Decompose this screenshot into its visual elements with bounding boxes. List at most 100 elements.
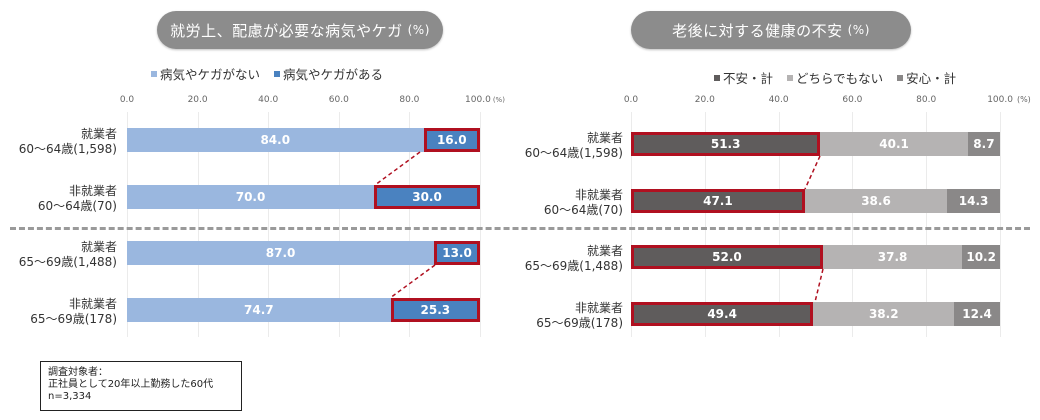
bar-row-employed-60-64: 51.3 40.1 8.7 bbox=[631, 132, 1000, 156]
gridline bbox=[1000, 112, 1001, 337]
gridline bbox=[127, 112, 128, 337]
axis-tick: 80.0 bbox=[399, 95, 420, 105]
bar-segment-has-illness: 13.0 bbox=[434, 241, 480, 265]
left-chart-title-text: 就労上、配慮が必要な病気やケガ bbox=[170, 21, 403, 40]
bar-row-unemployed-65-69: 74.7 25.3 bbox=[127, 298, 480, 322]
right-legend: 不安・計 どちらでもない 安心・計 bbox=[714, 68, 956, 87]
left-row-label: 就業者 65～69歳(1,488) bbox=[19, 240, 117, 270]
bar-segment-anxious: 52.0 bbox=[631, 245, 823, 269]
bar-segment-neutral: 38.6 bbox=[804, 189, 948, 213]
legend-swatch-blue bbox=[274, 70, 281, 77]
gridline bbox=[409, 112, 411, 337]
row-age: 60～64歳(1,598) bbox=[524, 146, 623, 160]
axis-tick: 60.0 bbox=[328, 95, 349, 105]
axis-tick: 40.0 bbox=[768, 95, 789, 105]
bar-row-employed-60-64: 84.0 16.0 bbox=[127, 128, 480, 152]
axis-tick: 20.0 bbox=[694, 95, 715, 105]
row-group: 非就業者 bbox=[574, 301, 623, 315]
axis-tick-max: 100.0 (%) bbox=[987, 95, 1031, 105]
bar-segment-relieved: 14.3 bbox=[947, 189, 1000, 213]
gridline bbox=[778, 112, 780, 337]
axis-tick-max: 100.0 (%) bbox=[465, 95, 505, 105]
bar-segment-anxious: 51.3 bbox=[631, 132, 821, 156]
legend-item-has-illness: 病気やケガがある bbox=[274, 64, 383, 83]
left-plot-area: 84.0 16.0 70.0 30.0 87.0 13.0 74.7 25.3 bbox=[127, 112, 481, 337]
axis-tick: 0.0 bbox=[119, 95, 135, 105]
survey-note: 調査対象者： 正社員として20年以上勤務した60代 n=3,334 bbox=[40, 361, 242, 411]
right-x-axis: 0.0 20.0 40.0 60.0 80.0 100.0 (%) bbox=[624, 95, 1031, 109]
axis-tick: 40.0 bbox=[258, 95, 279, 105]
gridline bbox=[704, 112, 706, 337]
bar-segment-relieved: 8.7 bbox=[967, 132, 1000, 156]
row-age: 60～64歳(70) bbox=[37, 199, 117, 213]
gridline bbox=[268, 112, 270, 337]
bar-row-unemployed-60-64: 70.0 30.0 bbox=[127, 185, 480, 209]
gridline bbox=[631, 112, 632, 337]
left-row-label: 非就業者 60～64歳(70) bbox=[38, 184, 117, 214]
row-group: 非就業者 bbox=[68, 184, 117, 198]
bar-row-employed-65-69: 87.0 13.0 bbox=[127, 241, 480, 265]
axis-tick-label: 100.0 bbox=[987, 95, 1013, 105]
bar-segment-no-illness: 84.0 bbox=[127, 128, 424, 152]
right-row-label: 非就業者 65～69歳(178) bbox=[536, 301, 623, 331]
legend-label: 病気やケガがない bbox=[160, 67, 261, 82]
bar-segment-has-illness: 25.3 bbox=[390, 298, 480, 322]
left-row-label: 就業者 60～64歳(1,598) bbox=[19, 127, 117, 157]
bar-segment-no-illness: 70.0 bbox=[127, 185, 375, 209]
left-legend: 病気やケガがない 病気やケガがある bbox=[151, 64, 383, 83]
legend-item-no-illness: 病気やケガがない bbox=[151, 64, 260, 83]
row-group: 非就業者 bbox=[68, 297, 117, 311]
row-group: 就業者 bbox=[586, 131, 623, 145]
right-chart-title-unit: (%) bbox=[847, 23, 870, 37]
gridline bbox=[926, 112, 928, 337]
bar-segment-has-illness: 16.0 bbox=[423, 128, 480, 152]
bar-segment-relieved: 10.2 bbox=[962, 245, 1000, 269]
bar-segment-anxious: 47.1 bbox=[631, 189, 805, 213]
legend-swatch-dark-gray bbox=[714, 74, 720, 81]
bar-segment-neutral: 38.2 bbox=[813, 302, 955, 326]
bar-row-unemployed-60-64: 47.1 38.6 14.3 bbox=[631, 189, 1000, 213]
right-row-label: 就業者 60～64歳(1,598) bbox=[525, 131, 623, 161]
row-age: 60～64歳(70) bbox=[543, 203, 623, 217]
note-line: n=3,334 bbox=[48, 391, 92, 402]
row-age: 65～69歳(1,488) bbox=[18, 255, 117, 269]
right-chart-title-text: 老後に対する健康の不安 bbox=[672, 21, 843, 40]
gridline bbox=[480, 112, 481, 337]
right-row-label: 就業者 65～69歳(1,488) bbox=[525, 244, 623, 274]
axis-tick: 20.0 bbox=[187, 95, 208, 105]
left-row-label: 非就業者 65～69歳(178) bbox=[30, 297, 117, 327]
bar-segment-anxious: 49.4 bbox=[631, 302, 814, 326]
legend-label: 安心・計 bbox=[906, 71, 957, 86]
legend-item-relieved: 安心・計 bbox=[897, 68, 956, 87]
left-x-axis: 0.0 20.0 40.0 60.0 80.0 100.0 (%) bbox=[120, 95, 505, 109]
legend-label: 不安・計 bbox=[723, 71, 774, 86]
legend-label: どちらでもない bbox=[796, 71, 884, 86]
note-line: 調査対象者： bbox=[48, 367, 108, 378]
bar-segment-neutral: 40.1 bbox=[820, 132, 968, 156]
axis-tick: 60.0 bbox=[842, 95, 863, 105]
bar-segment-neutral: 37.8 bbox=[822, 245, 963, 269]
axis-tick-label: 100.0 bbox=[465, 95, 491, 105]
row-age: 65～69歳(178) bbox=[536, 316, 623, 330]
legend-item-anxious: 不安・計 bbox=[714, 68, 773, 87]
bar-segment-no-illness: 87.0 bbox=[127, 241, 435, 265]
bar-row-employed-65-69: 52.0 37.8 10.2 bbox=[631, 245, 1000, 269]
gridline bbox=[852, 112, 854, 337]
row-age: 60～64歳(1,598) bbox=[18, 142, 117, 156]
right-plot-area: 51.3 40.1 8.7 47.1 38.6 14.3 52.0 37.8 1… bbox=[631, 112, 1001, 337]
bar-segment-has-illness: 30.0 bbox=[374, 185, 480, 209]
row-group: 就業者 bbox=[80, 240, 117, 254]
bar-segment-no-illness: 74.7 bbox=[127, 298, 391, 322]
axis-unit: (%) bbox=[492, 96, 505, 104]
left-chart-title-unit: (%) bbox=[407, 23, 430, 37]
age-group-divider bbox=[10, 227, 1030, 230]
bar-row-unemployed-65-69: 49.4 38.2 12.4 bbox=[631, 302, 1000, 326]
gridline bbox=[197, 112, 199, 337]
row-group: 就業者 bbox=[80, 127, 117, 141]
note-line: 正社員として20年以上勤務した60代 bbox=[48, 379, 214, 390]
legend-swatch-mid-gray bbox=[897, 74, 904, 81]
legend-swatch-light-blue bbox=[151, 70, 157, 77]
right-row-label: 非就業者 60～64歳(70) bbox=[544, 188, 623, 218]
axis-tick: 0.0 bbox=[623, 95, 639, 105]
legend-label: 病気やケガがある bbox=[283, 67, 384, 82]
